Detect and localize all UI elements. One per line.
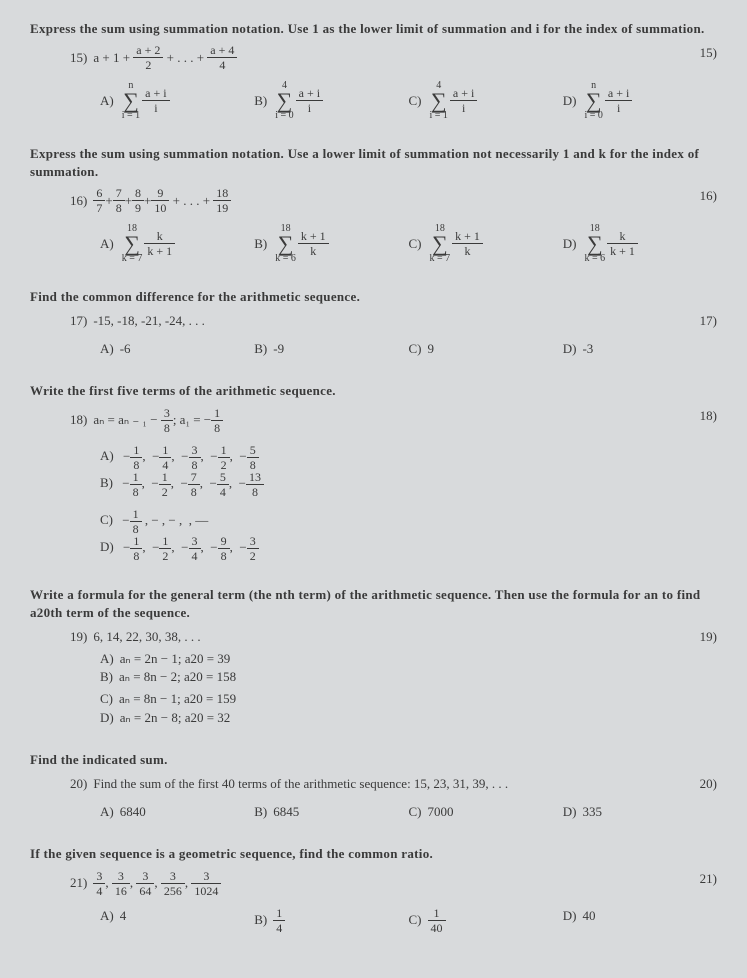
option-d: D) −18, −12, −34, −98, −32 [100,535,409,562]
answer-blank-number: 15) [700,44,717,62]
instruction: Express the sum using summation notation… [30,145,717,181]
instruction: Find the indicated sum. [30,751,717,769]
answer-blank-number: 16) [700,187,717,205]
options-row-1: A)aₙ = 2n − 1; a20 = 39 B)aₙ = 8n − 2; a… [30,650,717,686]
option-c: C)140 [409,907,563,934]
option-b: B)-9 [254,340,408,358]
options-row-1: A) −18, −14, −38, −12, −58 B) −18, −12, … [30,444,717,498]
question-19: Write a formula for the general term (th… [30,586,717,727]
instruction: Find the common difference for the arith… [30,288,717,306]
options: A) 18∑k = 7 kk + 1 B) 18∑k = 6 k + 1k C)… [30,224,717,264]
question-number: 21) [70,874,87,892]
instruction: Express the sum using summation notation… [30,20,717,38]
option-b: B)14 [254,907,408,934]
question-20: Find the indicated sum. 20) Find the sum… [30,751,717,822]
sequence: 6, 14, 22, 30, 38, . . . [93,628,200,646]
instruction: Write the first five terms of the arithm… [30,382,717,400]
question-number: 19) [70,628,87,646]
answer-blank-number: 20) [700,775,717,793]
answer-blank-number: 18) [700,407,717,425]
option-c: C) −18 , − , − , , — [100,508,409,535]
question-number: 17) [70,312,87,330]
options: A) n∑i = 1 a + ii B) 4∑i = 0 a + ii C) 4… [30,81,717,121]
instruction: Write a formula for the general term (th… [30,586,717,622]
options-row-2: C) −18 , − , − , , — D) −18, −12, −34, −… [30,508,717,562]
option-c: C)9 [409,340,563,358]
option-b: B)aₙ = 8n − 2; a20 = 158 [100,668,409,686]
option-a: A) 18∑k = 7 kk + 1 [100,224,254,264]
question-number: 20) [70,775,87,793]
option-c: C) 18∑k = 7 k + 1k [409,224,563,264]
recurrence: aₙ = aₙ ₋ ₁ − 38 ; a₁ = − 18 [93,407,223,434]
option-a: A)6840 [100,803,254,821]
option-a: A)-6 [100,340,254,358]
option-b: B) −18, −12, −78, −54, −138 [100,471,409,498]
option-d: D)335 [563,803,717,821]
option-a: A) n∑i = 1 a + ii [100,81,254,121]
question-number: 16) [70,192,87,210]
option-a: A)aₙ = 2n − 1; a20 = 39 [100,650,409,668]
option-b: B)6845 [254,803,408,821]
question-18: Write the first five terms of the arithm… [30,382,717,561]
answer-blank-number: 19) [700,628,717,646]
option-d: D) 18∑k = 6 kk + 1 [563,224,717,264]
answer-blank-number: 17) [700,312,717,330]
question-15: Express the sum using summation notation… [30,20,717,121]
option-d: D)-3 [563,340,717,358]
options: A)4 B)14 C)140 D)40 [30,907,717,934]
option-c: C)aₙ = 8n − 1; a20 = 159 [100,690,409,708]
question-17: Find the common difference for the arith… [30,288,717,359]
question-number: 15) [70,49,87,67]
sequence: 34, 316, 364, 3256, 31024 [93,870,221,897]
question-16: Express the sum using summation notation… [30,145,717,264]
option-a: A) −18, −14, −38, −12, −58 [100,444,409,471]
option-c: C)7000 [409,803,563,821]
options: A)-6 B)-9 C)9 D)-3 [30,340,717,358]
option-b: B) 18∑k = 6 k + 1k [254,224,408,264]
options: A)6840 B)6845 C)7000 D)335 [30,803,717,821]
instruction: If the given sequence is a geometric seq… [30,845,717,863]
option-d: D) n∑i = 0 a + ii [563,81,717,121]
expression: a + 1 + a + 22 + . . . + a + 44 [93,44,237,71]
option-b: B) 4∑i = 0 a + ii [254,81,408,121]
option-c: C) 4∑i = 1 a + ii [409,81,563,121]
question-21: If the given sequence is a geometric seq… [30,845,717,933]
sequence: -15, -18, -21, -24, . . . [93,312,205,330]
option-a: A)4 [100,907,254,934]
option-d: D)aₙ = 2n − 8; a20 = 32 [100,709,409,727]
option-d: D)40 [563,907,717,934]
options-row-2: C)aₙ = 8n − 1; a20 = 159 D)aₙ = 2n − 8; … [30,690,717,726]
question-number: 18) [70,411,87,429]
question-text: Find the sum of the first 40 terms of th… [93,775,508,793]
answer-blank-number: 21) [700,870,717,888]
expression: 67 + 78 + 89 + 910 + . . . + 1819 [93,187,231,214]
